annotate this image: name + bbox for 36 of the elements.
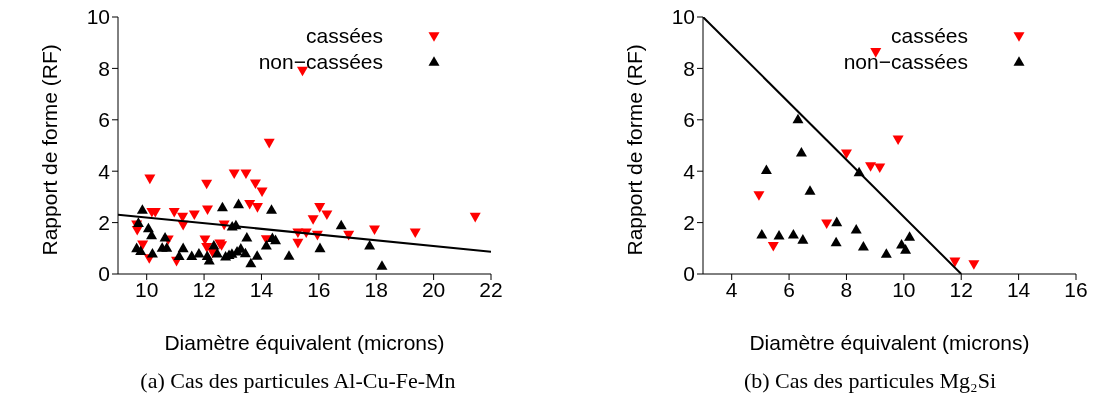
y-tick-label: 10 — [671, 5, 695, 29]
legend-label: cassées — [890, 23, 968, 49]
y-tick-label: 4 — [98, 159, 111, 183]
y-tick-label: 2 — [683, 211, 695, 235]
text: (a) Cas des particules Al-Cu-Fe-Mn — [139, 368, 457, 394]
y-tick-label: 0 — [683, 262, 695, 286]
x-tick-label: 18 — [364, 277, 388, 301]
x-tick-label: 16 — [307, 277, 331, 301]
y-tick-label: 0 — [98, 262, 110, 286]
text: (b) Cas des particules Mg₂Si — [742, 368, 998, 394]
y-tick-label: 8 — [98, 56, 110, 80]
x-tick-label: 12 — [949, 277, 973, 301]
x-tick-label: 10 — [892, 277, 916, 301]
y-tick-label: 10 — [86, 5, 110, 29]
x-axis-title: Diamètre équivalent (microns) — [164, 331, 445, 354]
x-tick-label: 10 — [135, 277, 159, 301]
x-tick-label: 22 — [479, 277, 503, 301]
y-tick-label: 4 — [683, 159, 696, 183]
x-tick-label: 6 — [783, 277, 795, 301]
x-tick-label: 14 — [249, 277, 274, 301]
x-tick-label: 14 — [1006, 277, 1031, 301]
legend-label: cassées — [305, 23, 383, 49]
y-tick-label: 8 — [683, 56, 695, 80]
legend-label: non−cassées — [258, 49, 383, 75]
x-tick-label: 20 — [421, 277, 446, 301]
legend-label: non−cassées — [843, 49, 968, 75]
x-tick-label: 4 — [725, 277, 738, 301]
x-axis-title: Diamètre équivalent (microns) — [749, 331, 1030, 354]
x-tick-label: 16 — [1064, 277, 1088, 301]
y-tick-label: 6 — [98, 108, 110, 132]
y-tick-label: 2 — [98, 211, 110, 235]
y-tick-label: 6 — [683, 108, 695, 132]
x-tick-label: 8 — [840, 277, 853, 301]
y-axis-title: Rapport de forme (RF) — [623, 44, 647, 256]
y-axis-title: Rapport de forme (RF) — [38, 44, 62, 256]
x-tick-label: 12 — [192, 277, 216, 301]
